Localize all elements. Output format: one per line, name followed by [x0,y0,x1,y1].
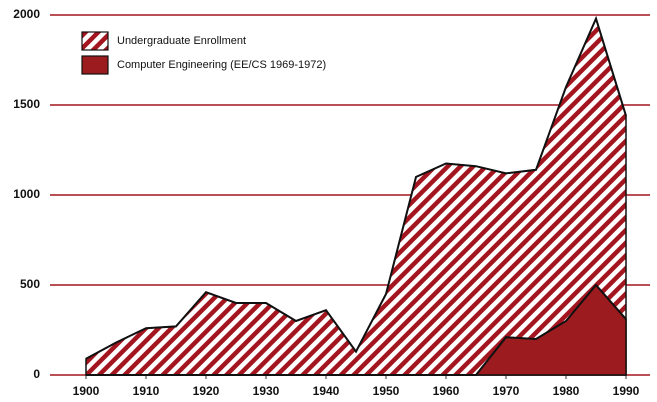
area-fill [85,16,627,376]
x-tick-label: 1950 [373,384,400,398]
y-tick-label: 1000 [13,187,40,201]
y-tick-label: 1500 [13,97,40,111]
y-tick-label: 0 [33,367,40,381]
x-tick-label: 1910 [133,384,160,398]
legend-label: Computer Engineering (EE/CS 1969-1972) [117,59,326,71]
x-tick-label: 1900 [73,384,100,398]
legend-swatch [81,55,109,75]
area-line [86,283,627,376]
x-tick-label: 1920 [193,384,220,398]
x-tick-label: 1930 [253,384,280,398]
x-tick-label: 1940 [313,384,340,398]
y-tick-label: 500 [20,277,40,291]
x-tick-label: 1960 [433,384,460,398]
x-tick-label: 1970 [493,384,520,398]
x-tick-label: 1980 [553,384,580,398]
legend-label: Undergraduate Enrollment [117,35,246,47]
y-tick-label: 2000 [13,7,40,21]
area-line [85,15,627,360]
legend-swatch [81,31,109,51]
x-tick-label: 1990 [613,384,640,398]
